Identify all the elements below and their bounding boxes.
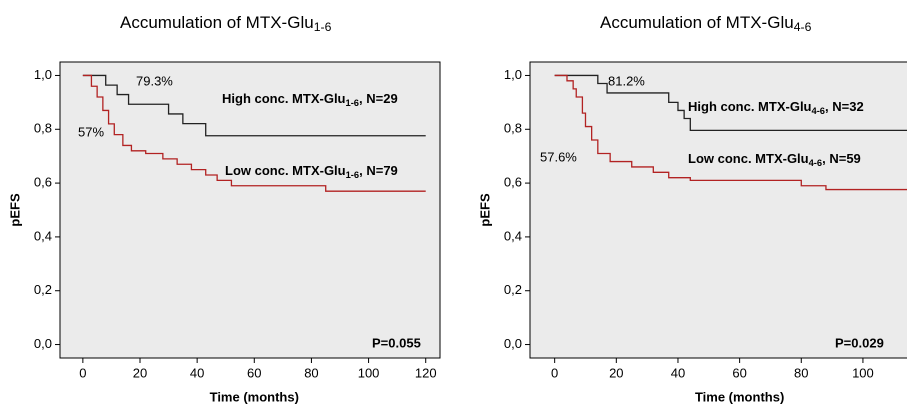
- x-tick-label: 60: [732, 365, 746, 380]
- y-tick-label: 0,4: [504, 228, 522, 243]
- label: High conc. MTX-Glu1-6, N=29: [222, 91, 398, 108]
- label: Accumulation of MTX-Glu1-6: [120, 13, 332, 34]
- y-axis-label: pEFS: [477, 193, 492, 227]
- y-tick-label: 0,0: [504, 336, 522, 351]
- annotation: 57%: [78, 124, 104, 139]
- annotation: 79.3%: [136, 73, 173, 88]
- annotation: 57.6%: [540, 149, 577, 164]
- annotation: 81.2%: [608, 73, 645, 88]
- y-tick-label: 0,6: [504, 175, 522, 190]
- label-suffix: , N=59: [822, 151, 861, 166]
- x-tick-label: 100: [852, 365, 874, 380]
- survival-curve: [554, 74, 907, 131]
- y-tick-label: 0,0: [34, 336, 52, 351]
- label: Low conc. MTX-Glu4-6, N=59: [688, 151, 861, 168]
- label-suffix: , N=29: [359, 91, 398, 106]
- label-subscript: 4-6: [809, 158, 823, 168]
- label-text: Low conc. MTX-Glu: [225, 163, 346, 178]
- label: Low conc. MTX-Glu1-6, N=79: [225, 163, 398, 180]
- survival-curve: [82, 74, 426, 137]
- label-text: Low conc. MTX-Glu: [688, 151, 809, 166]
- x-tick-label: 80: [304, 365, 318, 380]
- label-subscript: 1-6: [346, 98, 360, 108]
- x-tick-label: 40: [671, 365, 685, 380]
- label-text: Accumulation of MTX-Glu: [600, 13, 794, 32]
- plot-area: [59, 61, 441, 359]
- label-text: High conc. MTX-Glu: [688, 99, 812, 114]
- y-tick-label: 0,4: [34, 228, 52, 243]
- x-tick-label: 0: [551, 365, 558, 380]
- x-tick-label: 80: [794, 365, 808, 380]
- x-tick-label: 20: [609, 365, 623, 380]
- annotation: P=0.055: [372, 335, 421, 350]
- y-tick-label: 0,6: [34, 175, 52, 190]
- label: High conc. MTX-Glu4-6, N=32: [688, 99, 864, 116]
- x-tick-label: 20: [133, 365, 147, 380]
- y-tick-label: 0,8: [34, 121, 52, 136]
- label-text: Accumulation of MTX-Glu: [120, 13, 314, 32]
- y-tick-label: 1,0: [34, 67, 52, 82]
- x-tick-label: 0: [79, 365, 86, 380]
- label-subscript: 1-6: [346, 170, 360, 180]
- label-subscript: 4-6: [794, 20, 812, 34]
- x-axis-label: Time (months): [695, 389, 784, 404]
- label-text: High conc. MTX-Glu: [222, 91, 346, 106]
- y-tick-label: 0,8: [504, 121, 522, 136]
- label: Accumulation of MTX-Glu4-6: [600, 13, 812, 34]
- label-suffix: , N=32: [825, 99, 864, 114]
- x-tick-label: 120: [415, 365, 437, 380]
- x-tick-label: 60: [247, 365, 261, 380]
- label-subscript: 1-6: [314, 20, 332, 34]
- x-tick-label: 100: [358, 365, 380, 380]
- label-subscript: 4-6: [812, 106, 826, 116]
- x-axis-label: Time (months): [210, 389, 299, 404]
- survival-curve: [82, 74, 426, 192]
- plot-area: [529, 61, 907, 359]
- annotation: P=0.029: [835, 335, 884, 350]
- x-tick-label: 40: [190, 365, 204, 380]
- y-tick-label: 0,2: [34, 282, 52, 297]
- y-axis-label: pEFS: [7, 193, 22, 227]
- label-suffix: , N=79: [359, 163, 398, 178]
- y-tick-label: 1,0: [504, 67, 522, 82]
- survival-curve: [554, 74, 907, 191]
- y-tick-label: 0,2: [504, 282, 522, 297]
